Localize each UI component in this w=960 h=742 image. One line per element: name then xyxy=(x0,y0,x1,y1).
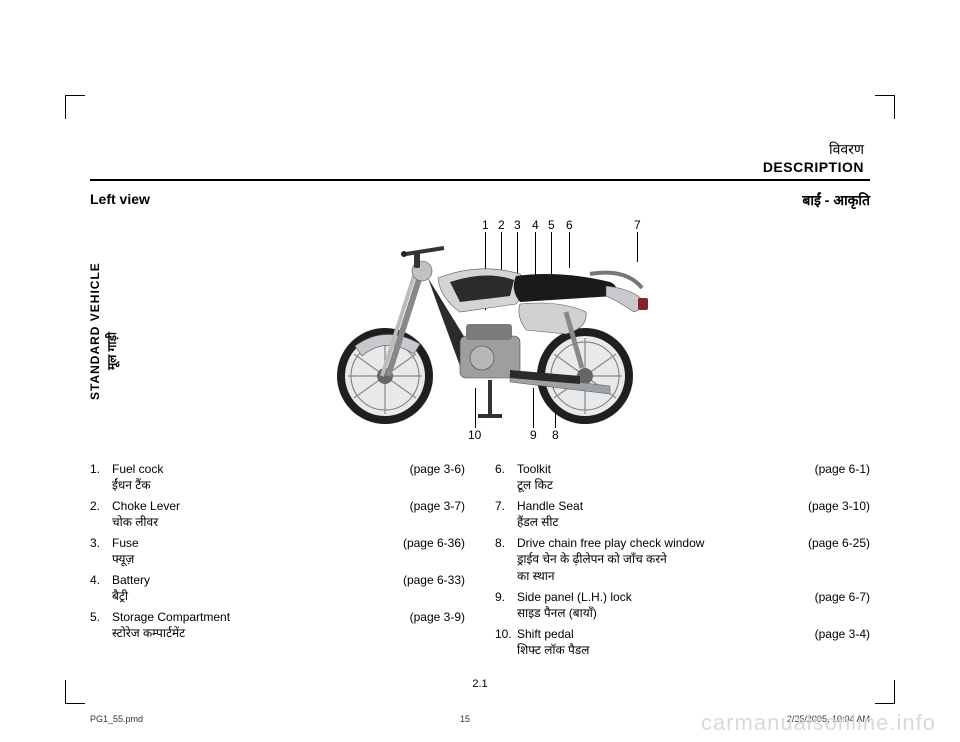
figure-area: 1 2 3 4 5 6 7 10 9 8 xyxy=(90,216,870,456)
item-label-en: Choke Lever xyxy=(112,499,402,513)
item-page-ref: (page 3-6) xyxy=(402,462,465,476)
left-column: 1.Fuel cock(page 3-6)ईंधन टैंक2.Choke Le… xyxy=(90,462,465,664)
crop-mark xyxy=(65,680,85,704)
subhead-left: Left view xyxy=(90,191,150,210)
item-page-ref: (page 3-4) xyxy=(807,627,870,641)
watermark: carmanualsonline.info xyxy=(701,710,936,736)
list-item: 10.Shift pedal(page 3-4)शिफ्ट लॉक पैडल xyxy=(495,627,870,658)
item-number: 5. xyxy=(90,610,112,624)
page-content: विवरण DESCRIPTION Left view बाईं - आकृति… xyxy=(90,140,870,690)
item-label-en: Storage Compartment xyxy=(112,610,402,624)
item-label-hi: शिफ्ट लॉक पैडल xyxy=(517,641,870,658)
item-number: 3. xyxy=(90,536,112,550)
item-page-ref: (page 3-7) xyxy=(402,499,465,513)
item-label-en: Toolkit xyxy=(517,462,807,476)
item-number: 2. xyxy=(90,499,112,513)
item-number: 8. xyxy=(495,536,517,550)
item-number: 10. xyxy=(495,627,517,641)
item-number: 6. xyxy=(495,462,517,476)
item-label-en: Battery xyxy=(112,573,395,587)
item-label-en: Fuse xyxy=(112,536,395,550)
list-item: 7.Handle Seat(page 3-10)हैंडल सीट xyxy=(495,499,870,530)
item-page-ref: (page 6-33) xyxy=(395,573,465,587)
list-item: 3.Fuse(page 6-36)फ्यूज़ xyxy=(90,536,465,567)
item-label-en: Side panel (L.H.) lock xyxy=(517,590,807,604)
item-label-en: Shift pedal xyxy=(517,627,807,641)
item-label-en: Fuel cock xyxy=(112,462,402,476)
item-label-hi: हैंडल सीट xyxy=(517,513,870,530)
item-number: 1. xyxy=(90,462,112,476)
crop-mark xyxy=(65,95,85,119)
header-eng: DESCRIPTION xyxy=(90,159,864,175)
item-label-hi: फ्यूज़ xyxy=(112,550,465,567)
item-label-hi: साइड पैनल (बायाँ) xyxy=(517,604,870,621)
list-item: 1.Fuel cock(page 3-6)ईंधन टैंक xyxy=(90,462,465,493)
item-label-hi: टूल किट xyxy=(517,476,870,493)
item-page-ref: (page 6-1) xyxy=(807,462,870,476)
item-label-hi: ईंधन टैंक xyxy=(112,476,465,493)
item-page-ref: (page 3-9) xyxy=(402,610,465,624)
item-label-hi: स्टोरेज कम्पार्टमेंट xyxy=(112,624,465,641)
item-number: 4. xyxy=(90,573,112,587)
footer-page: 15 xyxy=(460,714,470,724)
item-label-hi: चोक लीवर xyxy=(112,513,465,530)
item-page-ref: (page 6-25) xyxy=(800,536,870,550)
list-item: 9.Side panel (L.H.) lock(page 6-7)साइड प… xyxy=(495,590,870,621)
item-number: 7. xyxy=(495,499,517,513)
item-page-ref: (page 6-7) xyxy=(807,590,870,604)
motorcycle-illustration xyxy=(310,216,670,436)
footer-file: PG1_55.pmd xyxy=(90,714,143,724)
item-label-hi: ड्राईव चेन के ढ़ीलेपन को जाँच करने xyxy=(517,550,870,567)
item-label-en: Handle Seat xyxy=(517,499,800,513)
header-hindi: विवरण xyxy=(90,140,864,159)
subheading-row: Left view बाईं - आकृति xyxy=(90,191,870,210)
list-item: 2.Choke Lever(page 3-7)चोक लीवर xyxy=(90,499,465,530)
page-header: विवरण DESCRIPTION xyxy=(90,140,870,181)
right-column: 6.Toolkit(page 6-1)टूल किट7.Handle Seat(… xyxy=(495,462,870,664)
item-page-ref: (page 3-10) xyxy=(800,499,870,513)
subhead-right: बाईं - आकृति xyxy=(802,191,870,210)
list-item: 8.Drive chain free play check window(pag… xyxy=(495,536,870,584)
item-label-hi: बैट्री xyxy=(112,587,465,604)
item-label-hi: का स्थान xyxy=(517,567,870,584)
list-item: 4.Battery(page 6-33)बैट्री xyxy=(90,573,465,604)
crop-mark xyxy=(875,680,895,704)
list-item: 5.Storage Compartment(page 3-9)स्टोरेज क… xyxy=(90,610,465,641)
page-number: 2.1 xyxy=(90,678,870,690)
item-number: 9. xyxy=(495,590,517,604)
list-item: 6.Toolkit(page 6-1)टूल किट xyxy=(495,462,870,493)
crop-mark xyxy=(875,95,895,119)
item-label-en: Drive chain free play check window xyxy=(517,536,800,550)
item-page-ref: (page 6-36) xyxy=(395,536,465,550)
description-columns: 1.Fuel cock(page 3-6)ईंधन टैंक2.Choke Le… xyxy=(90,462,870,664)
